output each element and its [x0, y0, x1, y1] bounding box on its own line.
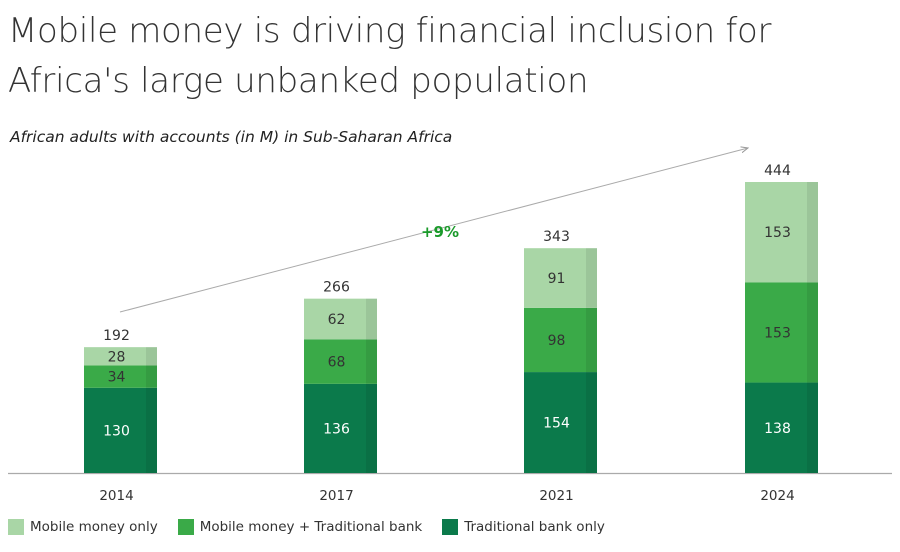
bar-shade: [586, 248, 597, 308]
legend-label: Traditional bank only: [464, 519, 605, 535]
legend-swatch: [177, 519, 194, 535]
data-label: 28: [108, 349, 126, 365]
data-label: 153: [764, 225, 791, 241]
x-tick-label: 2014: [99, 488, 133, 504]
x-tick-label: 2024: [760, 488, 794, 504]
legend-swatch: [8, 519, 24, 535]
bar-2021-1: [524, 307, 597, 373]
x-tick-label: 2017: [319, 488, 353, 504]
total-label: 343: [543, 229, 570, 245]
legend-item: Mobile money + Traditional bank: [177, 519, 423, 535]
x-tick-label: 2021: [539, 488, 573, 504]
growth-arrow: [119, 148, 748, 313]
bar-2024-1: [745, 282, 818, 383]
bar-2014-0: [84, 387, 157, 473]
legend: Mobile money only Mobile money + Traditio…: [8, 519, 625, 535]
bar-shade: [366, 339, 377, 384]
bar-shade: [366, 383, 377, 473]
total-label: 444: [764, 163, 791, 179]
bar-shade: [146, 347, 157, 366]
total-label: 192: [103, 328, 130, 344]
bar-2021-0: [524, 372, 597, 473]
data-label: 130: [103, 423, 130, 439]
bar-shade: [807, 382, 818, 473]
data-label: 136: [323, 421, 350, 437]
total-label: 266: [323, 280, 350, 296]
bar-2017-1: [304, 339, 377, 384]
bar-shade: [807, 182, 818, 283]
bar-2014-1: [84, 365, 157, 388]
bar-shade: [146, 365, 157, 388]
bar-2024-2: [745, 182, 818, 283]
data-label: 34: [108, 370, 126, 386]
bar-shade: [586, 372, 597, 473]
legend-label: Mobile money only: [30, 519, 158, 535]
bar-shade: [586, 307, 597, 373]
growth-annotation: +9%: [421, 223, 459, 241]
data-label: 62: [328, 312, 346, 328]
legend-item: Traditional bank only: [442, 519, 605, 535]
chart-title: Mobile money is driving financial inclus…: [8, 11, 772, 101]
data-label: 91: [548, 271, 566, 287]
bar-shade: [146, 387, 157, 473]
bar-2017-2: [304, 298, 377, 340]
chart-subtitle: African adults with accounts (in M) in S…: [10, 128, 453, 146]
data-label: 68: [328, 355, 346, 371]
data-label: 154: [543, 416, 570, 432]
bar-2021-2: [524, 248, 597, 308]
legend-label: Mobile money + Traditional bank: [199, 519, 423, 535]
bar-shade: [366, 298, 377, 340]
data-label: 153: [764, 325, 791, 341]
bar-2017-0: [304, 383, 377, 473]
data-label: 138: [764, 421, 791, 437]
bar-2024-0: [745, 382, 818, 473]
data-label: 98: [548, 333, 566, 349]
bar-shade: [807, 282, 818, 383]
legend-item: Mobile money only: [8, 519, 158, 535]
bar-2014-2: [84, 347, 157, 366]
legend-swatch: [442, 519, 459, 535]
